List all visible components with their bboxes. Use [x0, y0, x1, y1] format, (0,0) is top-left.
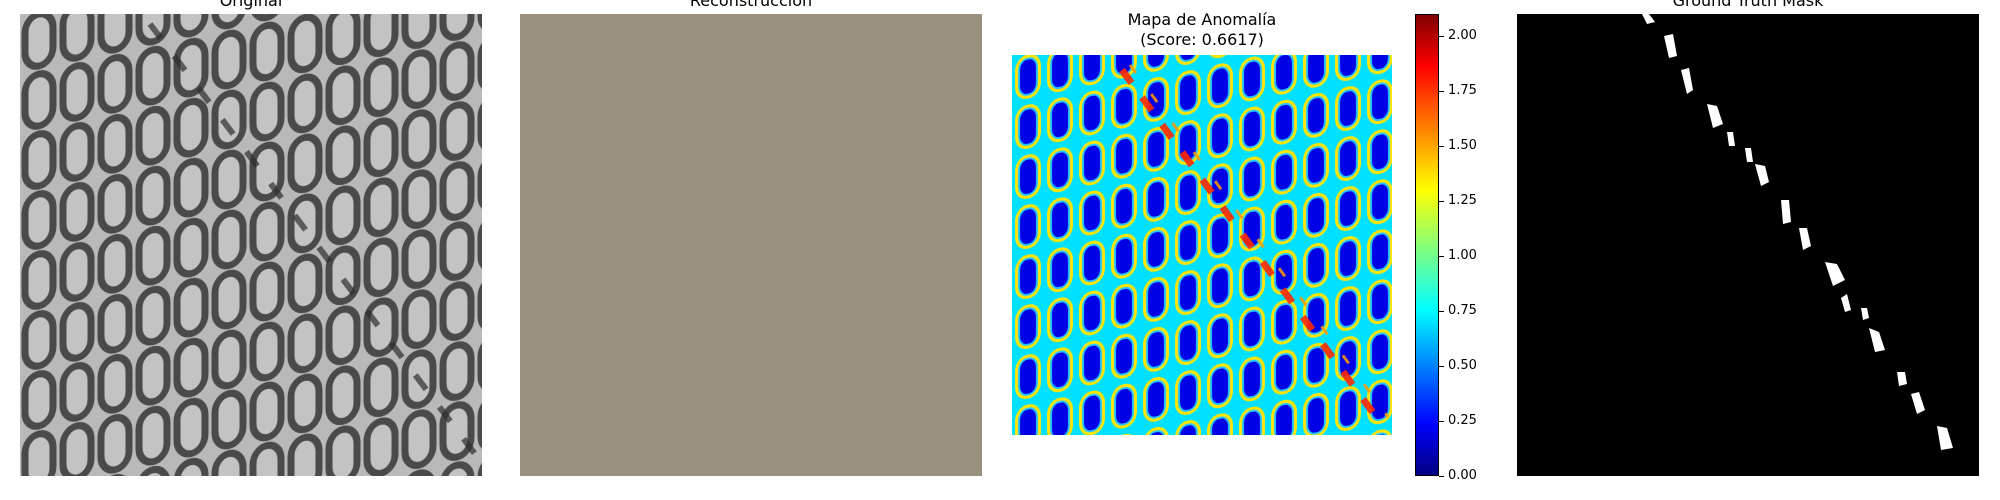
colorbar-tick-mark: [1439, 256, 1444, 257]
anomaly-map-score: (Score: 0.6617): [1140, 30, 1264, 49]
anomaly-map-title-line1: Mapa de Anomalía: [1127, 10, 1277, 29]
colorbar-tick-mark: [1439, 421, 1444, 422]
colorbar-tick-label: 1.50: [1448, 138, 1477, 153]
colorbar-tick-label: 1.00: [1448, 248, 1477, 263]
anomaly-map-title: Mapa de Anomalía (Score: 0.6617): [1012, 10, 1392, 50]
original-image: [20, 14, 482, 476]
colorbar-tick-mark: [1439, 366, 1444, 367]
reconstruction-title: Reconstrucción: [689, 0, 813, 10]
colorbar-tick-mark: [1439, 91, 1444, 92]
colorbar: [1415, 14, 1439, 476]
colorbar-tick-mark: [1439, 311, 1444, 312]
colorbar-tick-label: 0.75: [1448, 303, 1477, 318]
colorbar-tick-mark: [1439, 146, 1444, 147]
reconstruction-image: [520, 14, 982, 476]
ground-truth-title: Ground Truth Mask: [1672, 0, 1824, 10]
ground-truth-mask: [1517, 14, 1979, 476]
colorbar-tick-label: 0.00: [1448, 468, 1477, 483]
anomaly-heatmap: [1012, 55, 1392, 435]
colorbar-tick-mark: [1439, 201, 1444, 202]
colorbar-tick-label: 2.00: [1448, 28, 1477, 43]
colorbar-tick-label: 0.50: [1448, 358, 1477, 373]
colorbar-tick-label: 0.25: [1448, 413, 1477, 428]
colorbar-tick-label: 1.75: [1448, 83, 1477, 98]
original-title: Original: [219, 0, 283, 10]
colorbar-tick-mark: [1439, 36, 1444, 37]
colorbar-tick-mark: [1439, 476, 1444, 477]
colorbar-tick-label: 1.25: [1448, 193, 1477, 208]
